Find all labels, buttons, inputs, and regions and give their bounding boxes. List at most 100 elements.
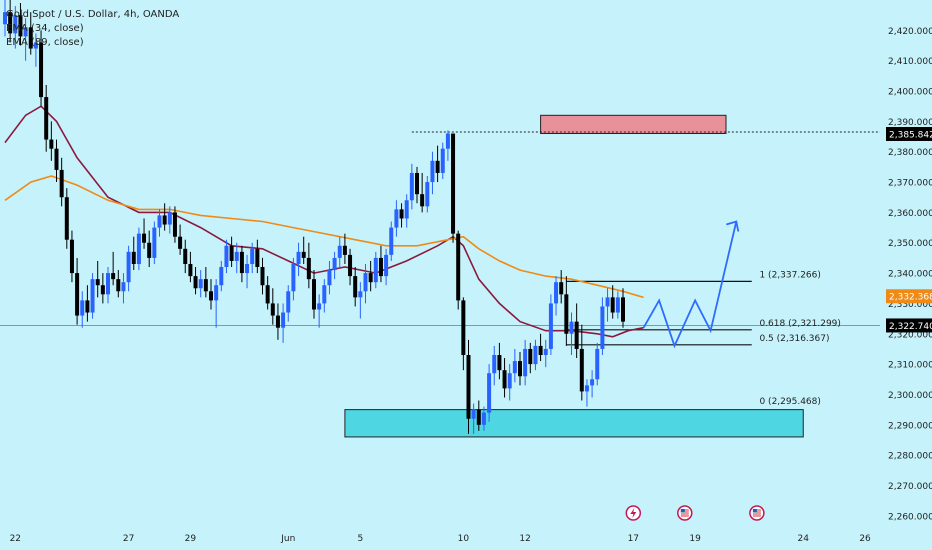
bull-candle: [548, 303, 553, 349]
price-scale-badge: [886, 126, 932, 141]
bear-candle: [461, 300, 466, 356]
bear-candle: [193, 276, 198, 289]
bear-candle: [497, 355, 502, 371]
bull-candle: [358, 291, 363, 298]
bull-candle: [543, 348, 548, 356]
bear-candle: [518, 361, 522, 377]
bull-candle: [533, 345, 538, 365]
bear-candle: [28, 27, 33, 49]
bull-candle: [404, 200, 409, 219]
bear-candle: [368, 273, 373, 283]
bear-candle: [451, 133, 456, 234]
bull-candle: [590, 379, 595, 386]
time-tick-label: 5: [357, 534, 363, 544]
bear-candle: [435, 160, 440, 173]
price-tick-label: 2,400.000: [888, 88, 932, 98]
bull-candle: [425, 182, 430, 207]
bull-candle: [80, 300, 85, 316]
bear-candle: [203, 279, 208, 292]
bull-candle: [363, 273, 368, 292]
bear-candle: [399, 209, 404, 219]
bull-candle: [507, 373, 512, 389]
bull-candle: [487, 373, 492, 413]
bear-candle: [18, 15, 23, 37]
bull-candle: [430, 160, 435, 183]
bull-candle: [615, 297, 620, 313]
bear-candle: [54, 148, 59, 170]
symbol-title: Gold Spot / U.S. Dollar, 4h, OANDA: [6, 9, 180, 20]
bear-candle: [188, 263, 193, 277]
bear-candle: [301, 251, 306, 258]
price-tick-label: 2,410.000: [888, 57, 932, 67]
bear-candle: [559, 282, 564, 295]
bull-candle: [219, 267, 224, 286]
bear-candle: [420, 194, 425, 207]
fib-label: 0 (2,295.468): [759, 397, 820, 407]
bear-candle: [131, 251, 136, 264]
price-axis: 2,260.000 2,270.000 2,280.000 2,290.000 2,30…: [880, 0, 932, 550]
bull-candle: [481, 412, 486, 425]
price-tick-label: 2,260.000: [888, 512, 932, 522]
bear-candle: [85, 300, 90, 313]
bull-candle: [595, 348, 600, 380]
flag-canton: [752, 509, 757, 513]
bull-candle: [106, 273, 110, 295]
price-tick-label: 2,360.000: [888, 209, 932, 219]
bear-candle: [348, 254, 353, 277]
bear-candle: [564, 294, 569, 334]
price-scale-badge: [886, 289, 932, 304]
bear-candle: [39, 42, 44, 98]
bull-candle: [332, 257, 337, 271]
bull-candle: [121, 282, 126, 292]
bull-candle: [136, 233, 141, 264]
bear-candle: [147, 242, 152, 258]
bear-candle: [8, 12, 13, 34]
flag-canton: [680, 509, 685, 513]
bear-candle: [476, 409, 481, 425]
bear-candle: [574, 321, 579, 349]
ema34-line: [4, 105, 644, 338]
price-scale-label: 2,322.740: [889, 322, 932, 332]
bull-candle: [389, 227, 394, 255]
price-scale-label: 2,332.368: [889, 293, 932, 303]
bull-candle: [471, 409, 476, 419]
projection-arrowhead: [726, 220, 740, 232]
bull-candle: [445, 133, 450, 149]
bear-candle: [342, 245, 347, 255]
time-tick-label: 24: [798, 534, 810, 544]
bear-candle: [466, 355, 471, 419]
time-tick-label: 12: [519, 534, 530, 544]
price-scale-label: 2,385.842: [889, 130, 932, 140]
bull-candle: [234, 251, 239, 261]
bear-candle: [378, 257, 383, 277]
bear-candle: [306, 257, 311, 280]
bear-candle: [275, 315, 280, 328]
bear-candle: [270, 303, 275, 316]
fib-label: 0.5 (2,316.367): [759, 334, 829, 344]
bull-candle: [224, 245, 229, 268]
bear-candle: [229, 245, 234, 261]
price-scale-badge: [886, 318, 932, 333]
bull-candle: [554, 282, 559, 304]
bear-candle: [64, 197, 69, 240]
time-tick-label: 29: [185, 534, 197, 544]
time-axis: 22 27 29 Jun 5 10 12 17 19 24 26: [10, 534, 871, 544]
bear-candle: [162, 215, 167, 225]
bear-candle: [579, 348, 584, 392]
bull-candle: [296, 251, 301, 264]
bear-candle: [312, 279, 316, 310]
bear-candle: [95, 279, 100, 286]
bull-candle: [126, 251, 131, 283]
bull-candle: [250, 248, 255, 264]
bull-candle: [198, 279, 203, 289]
bull-candle: [327, 270, 332, 286]
bull-candle: [523, 348, 528, 377]
bear-candle: [528, 348, 533, 365]
projection-path: [642, 221, 738, 349]
bull-candle: [33, 42, 38, 49]
bear-candle: [239, 251, 244, 274]
bear-candle: [49, 139, 54, 149]
price-tick-label: 2,370.000: [888, 179, 932, 189]
